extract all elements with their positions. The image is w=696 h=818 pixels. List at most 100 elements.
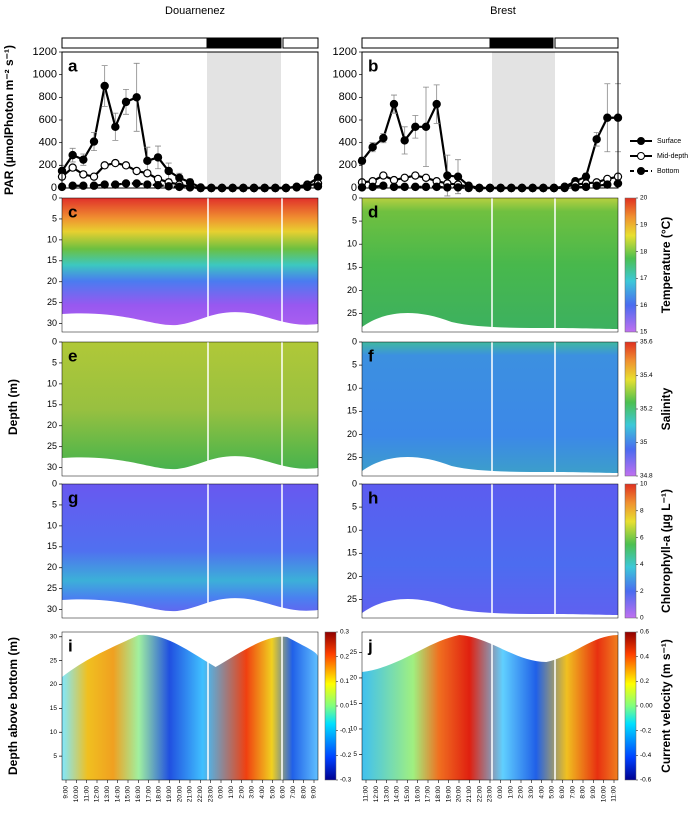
- colorbar-tick-label: 10: [640, 481, 648, 488]
- x-tick-label: 22:00: [476, 786, 483, 803]
- colorbar-tick-label: -0.1: [340, 727, 352, 734]
- x-tick-label: 5:00: [549, 786, 556, 799]
- x-tick-label: 18:00: [156, 786, 163, 803]
- colorbar-tick-label: 35.6: [640, 339, 653, 346]
- x-tick-label: 6:00: [280, 786, 287, 799]
- colorbar-tick-label: 0: [640, 615, 644, 622]
- colorbar-tick-label: 8: [640, 508, 644, 515]
- panel-letter: i: [68, 636, 73, 655]
- marker: [592, 135, 601, 144]
- colorbar-label: Current velocity (m s⁻¹): [659, 639, 673, 773]
- panel-letter: d: [368, 202, 378, 221]
- y-tick-label: 800: [39, 91, 57, 103]
- panel-letter: j: [367, 636, 373, 655]
- colorbar-label: Temperature (°C): [659, 217, 673, 314]
- marker: [411, 182, 420, 192]
- x-tick-label: 21:00: [187, 786, 194, 803]
- x-tick-label: 15:00: [125, 786, 132, 803]
- marker: [603, 113, 612, 122]
- x-tick-label: 12:00: [373, 786, 380, 803]
- marker: [571, 183, 580, 192]
- plot-frame: [361, 483, 619, 619]
- x-tick-label: 8:00: [300, 786, 307, 799]
- colorbar-label: Chlorophyll-a (µg L⁻¹): [659, 489, 673, 613]
- heatmap-field: [362, 484, 618, 618]
- panel-letter: b: [368, 56, 378, 75]
- marker: [175, 173, 184, 182]
- x-tick-label: 3:00: [528, 786, 535, 799]
- marker: [111, 158, 120, 168]
- y-tick-label: 25: [47, 297, 57, 307]
- y-tick-label: 25: [47, 441, 57, 451]
- y-tick-label: 20: [350, 675, 358, 682]
- y-tick-label: 0: [51, 182, 57, 194]
- x-tick-label: 4:00: [538, 786, 545, 799]
- x-tick-label: 9:00: [590, 786, 597, 799]
- colorbar: [624, 341, 637, 477]
- y-tick-label: 400: [339, 137, 357, 149]
- x-tick-label: 1:00: [228, 786, 235, 799]
- y-tick-label: 15: [347, 548, 357, 558]
- y-tick-label: 20: [50, 681, 58, 688]
- y-tick-label: 20: [347, 571, 357, 581]
- y-tick-label: 800: [339, 91, 357, 103]
- marker: [432, 99, 441, 109]
- x-tick-label: 17:00: [145, 786, 152, 803]
- x-tick-label: 11:00: [611, 786, 618, 802]
- panel-letter: g: [68, 488, 78, 507]
- y-tick-label: 5: [52, 499, 57, 509]
- x-tick-label: 8:00: [580, 786, 587, 799]
- colorbar: [624, 631, 637, 781]
- x-tick-label: 10:00: [73, 786, 80, 803]
- y-tick-label: 10: [347, 239, 357, 249]
- y-tick-label: 5: [352, 215, 357, 225]
- marker: [68, 150, 77, 160]
- x-tick-label: 23:00: [487, 786, 494, 803]
- marker: [121, 179, 131, 188]
- x-tick-label: 11:00: [83, 786, 90, 802]
- marker: [111, 180, 120, 189]
- y-tick-label: 15: [50, 705, 58, 712]
- marker: [89, 137, 99, 146]
- y-tick-label: 25: [347, 308, 357, 318]
- site-title: Douarnenez: [165, 5, 225, 17]
- panel-letter: e: [68, 346, 77, 365]
- x-tick-label: 16:00: [414, 786, 421, 803]
- plot-frame: [61, 197, 319, 333]
- marker: [432, 182, 441, 192]
- site-title: Brest: [490, 5, 516, 17]
- seabed: [362, 456, 618, 476]
- marker: [368, 182, 377, 192]
- marker: [164, 182, 173, 191]
- marker: [581, 182, 591, 192]
- marker: [443, 171, 452, 180]
- heatmap-field: [362, 342, 618, 476]
- x-tick-label: 20:00: [456, 786, 463, 803]
- marker: [379, 171, 388, 180]
- y-tick-label: 600: [339, 114, 357, 126]
- marker: [379, 133, 388, 143]
- y-tick-label: 200: [39, 159, 57, 171]
- series-line: [361, 100, 618, 190]
- y-tick-label: 15: [47, 399, 57, 409]
- y-tick-label: 10: [47, 378, 57, 388]
- seabed: [62, 312, 318, 332]
- x-tick-label: 9:00: [311, 786, 318, 799]
- colorbar-tick-label: -0.2: [340, 752, 352, 759]
- x-tick-label: 20:00: [176, 786, 183, 803]
- marker: [143, 169, 152, 178]
- marker: [421, 182, 431, 192]
- y-axis-label: Depth above bottom (m): [6, 637, 20, 775]
- y-tick-label: 20: [347, 285, 357, 295]
- y-tick-label: 1200: [33, 46, 57, 58]
- marker: [79, 155, 88, 164]
- x-tick-label: 16:00: [135, 786, 142, 803]
- y-tick-label: 400: [39, 137, 57, 149]
- colorbar-label: Salinity: [659, 387, 673, 430]
- marker: [100, 81, 109, 91]
- y-tick-label: 5: [352, 359, 357, 369]
- y-tick-label: 200: [339, 159, 357, 171]
- x-tick-label: 9:00: [63, 786, 70, 799]
